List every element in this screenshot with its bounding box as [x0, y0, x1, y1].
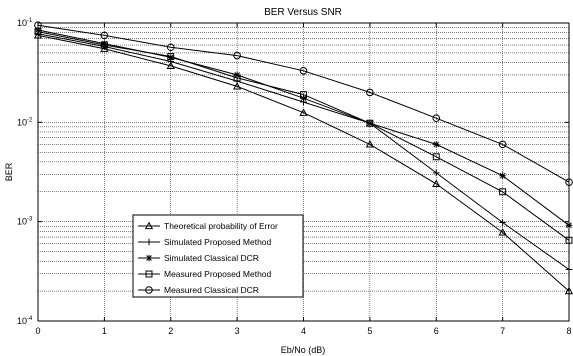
grid-lines	[38, 23, 569, 321]
legend-marker-square	[145, 270, 153, 278]
series-layer	[33, 21, 573, 295]
legend-marker-triangle	[144, 221, 154, 230]
data-point-star	[300, 94, 307, 102]
legend-label: Theoretical probability of Error	[164, 221, 278, 231]
data-point-plus	[499, 219, 506, 226]
legend-item: Theoretical probability of Error	[138, 221, 278, 231]
legend: Theoretical probability of Error Simulate…	[132, 214, 304, 298]
chart-title: BER Versus SNR	[264, 7, 342, 18]
y-tick-label: 10-1	[17, 18, 33, 28]
data-point-square	[300, 91, 307, 99]
series-line	[37, 31, 570, 241]
legend-label: Simulated Classical DCR	[164, 253, 259, 263]
data-point-square	[167, 53, 175, 60]
x-tick-label: 2	[168, 326, 173, 336]
data-point-star	[432, 141, 440, 148]
data-point-square	[233, 74, 241, 82]
legend-marker-circle	[145, 286, 153, 294]
y-axis-label: BER	[4, 162, 14, 181]
data-point-square	[432, 153, 440, 161]
data-point-circle	[299, 67, 308, 75]
legend-marker-plus	[145, 238, 153, 246]
data-point-square	[100, 41, 108, 49]
x-tick-label: 0	[35, 326, 40, 336]
y-tick-label: 10-3	[17, 217, 33, 227]
legend-label: Measured Proposed Method	[164, 269, 272, 279]
data-point-star	[499, 172, 506, 180]
x-tick-label: 4	[301, 326, 306, 336]
legend-label: Simulated Proposed Method	[164, 237, 272, 247]
data-point-circle	[233, 51, 241, 60]
x-tick-label: 5	[367, 326, 372, 336]
x-tick-label: 6	[434, 326, 439, 336]
legend-item: Simulated Classical DCR	[138, 253, 259, 263]
plot-frame	[37, 22, 570, 322]
data-point-circle	[498, 140, 507, 149]
data-point-triangle	[498, 228, 507, 236]
data-point-circle	[100, 31, 109, 40]
data-point-triangle	[432, 179, 441, 188]
data-point-triangle	[365, 140, 375, 148]
x-tick-label: 8	[566, 326, 571, 336]
series-triangle	[33, 31, 573, 295]
y-tick-label: 10-2	[17, 117, 33, 127]
legend-marker-star	[145, 254, 153, 262]
x-tick-label: 3	[235, 326, 240, 336]
data-point-circle	[432, 114, 441, 123]
legend-item: Measured Classical DCR	[138, 285, 259, 295]
data-point-circle	[166, 43, 175, 52]
series-line	[37, 34, 570, 292]
y-tick-label: 10-4	[17, 316, 33, 326]
data-point-triangle	[232, 82, 242, 90]
x-tick-label: 1	[102, 326, 107, 336]
data-point-square	[499, 188, 507, 196]
data-point-triangle	[299, 108, 308, 116]
legend-item: Measured Proposed Method	[138, 269, 272, 279]
legend-item: Simulated Proposed Method	[138, 237, 272, 247]
data-point-circle	[366, 88, 374, 97]
data-point-star	[167, 54, 175, 61]
data-point-star	[101, 40, 108, 47]
data-point-square	[366, 119, 374, 127]
legend-label: Measured Classical DCR	[164, 285, 259, 295]
data-point-triangle	[166, 61, 175, 70]
series-line	[37, 24, 570, 183]
x-axis-label: Eb/No (dB)	[281, 345, 326, 355]
data-point-plus	[432, 169, 440, 177]
legend-box	[132, 214, 304, 298]
x-tick-label: 7	[500, 326, 505, 336]
